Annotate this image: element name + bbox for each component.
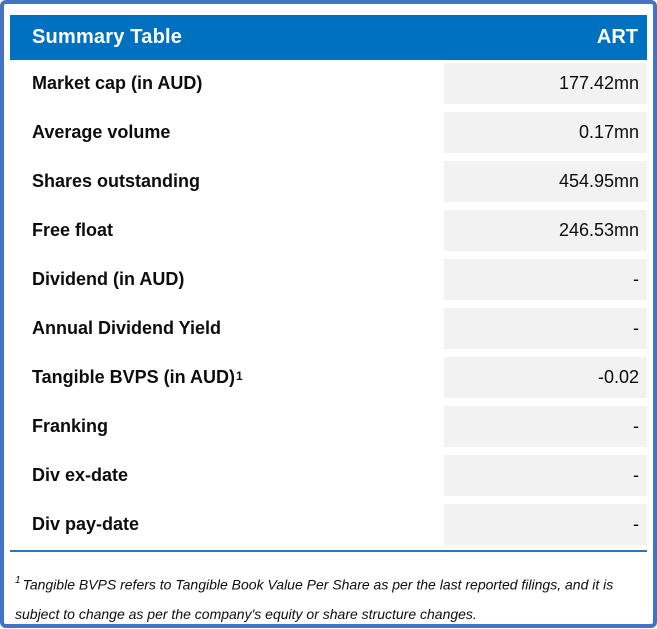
- table-row: Annual Dividend Yield -: [10, 308, 647, 349]
- summary-rows: Market cap (in AUD) 177.42mn Average vol…: [10, 63, 647, 545]
- row-label: Div ex-date: [10, 455, 444, 496]
- row-value: 0.17mn: [444, 112, 647, 153]
- row-label: Dividend (in AUD): [10, 259, 444, 300]
- table-row: Tangible BVPS (in AUD) 1 -0.02: [10, 357, 647, 398]
- row-label: Shares outstanding: [10, 161, 444, 202]
- row-value: -: [444, 259, 647, 300]
- row-label: Average volume: [10, 112, 444, 153]
- table-row: Market cap (in AUD) 177.42mn: [10, 63, 647, 104]
- row-label-text: Dividend (in AUD): [32, 269, 185, 289]
- row-value: -: [444, 455, 647, 496]
- row-label-text: Div pay-date: [32, 514, 140, 534]
- table-title: Summary Table: [32, 26, 183, 48]
- row-value: -: [444, 406, 647, 447]
- row-label-text: Market cap (in AUD): [32, 73, 203, 93]
- footer-separator-line: [10, 550, 647, 552]
- row-label: Tangible BVPS (in AUD) 1: [10, 357, 444, 398]
- table-row: Franking -: [10, 406, 647, 447]
- table-row: Free float 246.53mn: [10, 210, 647, 251]
- row-value: -0.02: [444, 357, 647, 398]
- footnote: 1 Tangible BVPS refers to Tangible Book V…: [10, 567, 647, 629]
- row-label-text: Shares outstanding: [32, 171, 201, 191]
- row-label-text: Average volume: [32, 122, 171, 142]
- row-label: Franking: [10, 406, 444, 447]
- row-label-text: Free float: [32, 220, 114, 240]
- table-row: Average volume 0.17mn: [10, 112, 647, 153]
- table-row: Div ex-date -: [10, 455, 647, 496]
- table-row: Shares outstanding 454.95mn: [10, 161, 647, 202]
- row-label-text: Franking: [32, 416, 109, 436]
- ticker-badge: ART: [596, 26, 638, 48]
- row-value: 177.42mn: [444, 63, 647, 104]
- table-row: Dividend (in AUD) -: [10, 259, 647, 300]
- row-value: 246.53mn: [444, 210, 647, 251]
- row-value: -: [444, 308, 647, 349]
- table-header: Summary Table ART: [10, 15, 647, 60]
- row-label: Free float: [10, 210, 444, 251]
- row-label: Annual Dividend Yield: [10, 308, 444, 349]
- row-label-text: Div ex-date: [32, 465, 129, 485]
- footnote-superscript: 1: [15, 575, 21, 586]
- table-row: Div pay-date -: [10, 504, 647, 545]
- row-label-text: Annual Dividend Yield: [32, 318, 222, 338]
- row-label: Div pay-date: [10, 504, 444, 545]
- row-value: -: [444, 504, 647, 545]
- footnote-text: Tangible BVPS refers to Tangible Book Va…: [15, 576, 614, 622]
- row-label-superscript: 1: [236, 368, 243, 383]
- row-value: 454.95mn: [444, 161, 647, 202]
- row-label: Market cap (in AUD): [10, 63, 444, 104]
- row-label-text: Tangible BVPS (in AUD): [32, 367, 236, 387]
